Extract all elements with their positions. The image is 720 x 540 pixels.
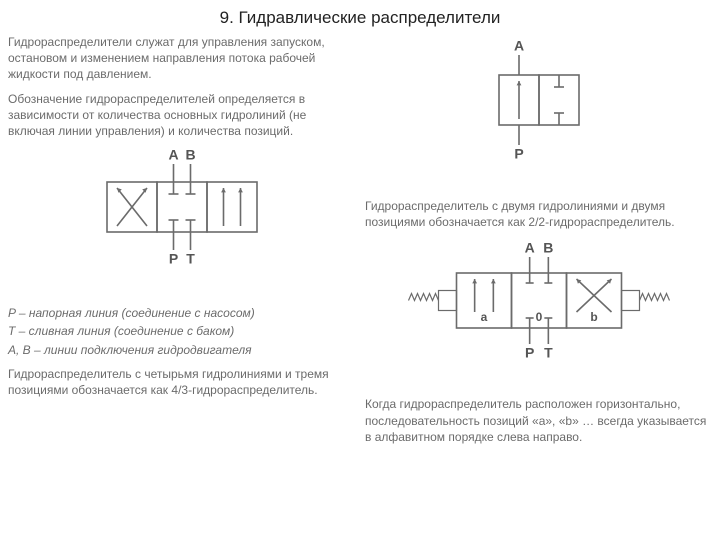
svg-text:P: P [524,345,533,361]
svg-text:B: B [185,147,195,163]
svg-text:T: T [544,345,553,361]
svg-text:T: T [186,251,195,267]
left-para-3: Гидрораспределитель с четырьмя гидролини… [8,366,355,398]
diagram-4-3-valve: AB PT [8,147,355,297]
svg-text:A: A [513,40,523,54]
right-para-2: Когда гидрораспределитель расположен гор… [365,396,712,445]
svg-text:a: a [480,311,487,325]
legend-block: P – напорная линия (соединение с насосом… [8,305,355,358]
svg-text:P: P [514,146,523,162]
svg-text:A: A [168,147,178,163]
left-para-2: Обозначение гидрораспределителей определ… [8,91,355,140]
legend-ab: A, B – линии подключения гидродвигателя [8,342,355,358]
svg-text:0: 0 [535,311,542,325]
svg-text:b: b [590,311,597,325]
diagram-2-2-valve: AP [365,40,712,190]
left-para-1: Гидрораспределители служат для управлени… [8,34,355,83]
legend-p: P – напорная линия (соединение с насосом… [8,305,355,321]
left-column: Гидрораспределители служат для управлени… [8,34,355,453]
content-area: Гидрораспределители служат для управлени… [0,34,720,453]
legend-t: T – сливная линия (соединение с баком) [8,323,355,339]
diagram-3-pos-labeled: a 0 b AB PT [365,238,712,388]
svg-text:B: B [543,240,553,256]
right-column: AP Гидрораспределитель с двумя гидролини… [365,34,712,453]
right-para-1: Гидрораспределитель с двумя гидролиниями… [365,198,712,230]
svg-text:A: A [524,240,534,256]
page-title: 9. Гидравлические распределители [0,0,720,34]
svg-text:P: P [168,251,177,267]
